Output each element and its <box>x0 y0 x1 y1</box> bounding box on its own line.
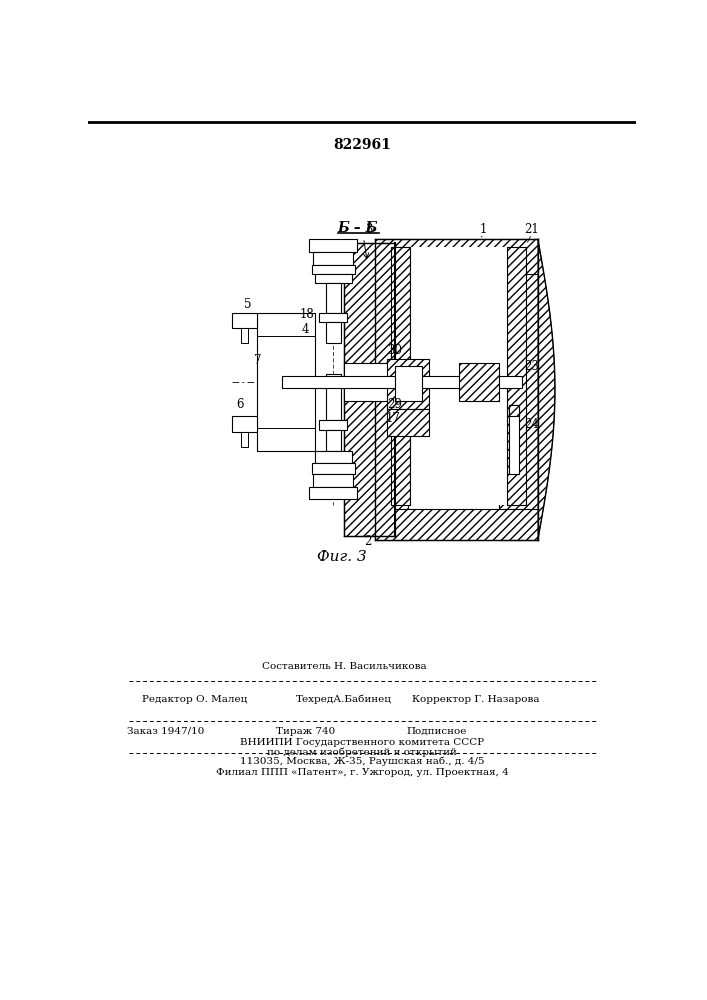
Bar <box>410 247 507 505</box>
Bar <box>313 252 354 265</box>
Text: 18: 18 <box>300 308 315 321</box>
Bar <box>387 409 429 436</box>
Bar <box>375 239 408 540</box>
Bar <box>257 312 315 451</box>
Bar <box>241 432 248 447</box>
Polygon shape <box>538 239 555 540</box>
Text: 29: 29 <box>387 398 402 411</box>
Text: 5: 5 <box>243 298 251 311</box>
Text: ТехредА.Бабинец: ТехредА.Бабинец <box>296 694 392 704</box>
Text: 6: 6 <box>235 398 243 411</box>
Bar <box>315 451 352 463</box>
Bar <box>507 247 526 505</box>
Text: 17: 17 <box>385 412 400 425</box>
Bar <box>232 416 257 432</box>
Bar <box>315 274 352 283</box>
Text: 23: 23 <box>524 360 539 373</box>
Bar <box>241 328 248 343</box>
Text: Заказ 1947/10: Заказ 1947/10 <box>127 727 204 736</box>
Text: Б – Б: Б – Б <box>338 221 378 235</box>
Text: Филиал ППП «Патент», г. Ужгород, ул. Проектная, 4: Филиал ППП «Патент», г. Ужгород, ул. Про… <box>216 768 508 777</box>
Text: Тираж 740: Тираж 740 <box>276 727 335 736</box>
Text: 3: 3 <box>366 223 373 236</box>
Bar <box>509 405 518 416</box>
Bar <box>320 420 347 430</box>
Bar <box>313 474 354 487</box>
Text: 21: 21 <box>525 223 539 236</box>
Text: 7: 7 <box>254 354 261 367</box>
Text: Корректор Г. Назарова: Корректор Г. Назарова <box>412 695 539 704</box>
Bar <box>344 363 395 401</box>
Bar <box>344 243 395 536</box>
Text: по делам изобретений и открытий: по делам изобретений и открытий <box>267 747 457 757</box>
Bar <box>459 363 499 401</box>
Bar <box>309 487 357 499</box>
Bar <box>309 239 357 252</box>
Bar <box>325 374 341 420</box>
Bar <box>312 265 355 274</box>
Bar <box>232 312 257 328</box>
Text: 4: 4 <box>302 323 309 336</box>
Bar <box>325 322 341 343</box>
Text: Фиг. 3: Фиг. 3 <box>317 550 367 564</box>
Text: 24: 24 <box>524 418 539 431</box>
Bar <box>375 509 538 540</box>
Text: 1: 1 <box>480 223 487 236</box>
Text: 113035, Москва, Ж-35, Раушская наб., д. 4/5: 113035, Москва, Ж-35, Раушская наб., д. … <box>240 757 484 766</box>
Bar <box>325 283 341 312</box>
Bar <box>282 376 522 388</box>
Bar <box>387 359 429 409</box>
Bar <box>320 312 347 322</box>
Text: 822961: 822961 <box>333 138 391 152</box>
Text: Составитель Н. Васильчикова: Составитель Н. Васильчикова <box>262 662 426 671</box>
Text: ВНИИПИ Государственного комитета СССР: ВНИИПИ Государственного комитета СССР <box>240 738 484 747</box>
Bar <box>312 463 355 474</box>
Bar <box>391 247 410 505</box>
Text: Подписное: Подписное <box>407 727 467 736</box>
Text: Редактор О. Малец: Редактор О. Малец <box>142 695 247 704</box>
Bar <box>325 430 341 451</box>
Text: 2: 2 <box>363 535 371 548</box>
Text: 30: 30 <box>387 344 402 358</box>
Bar <box>375 239 538 274</box>
Bar <box>395 366 421 401</box>
Bar <box>499 239 538 540</box>
Bar <box>509 405 518 474</box>
